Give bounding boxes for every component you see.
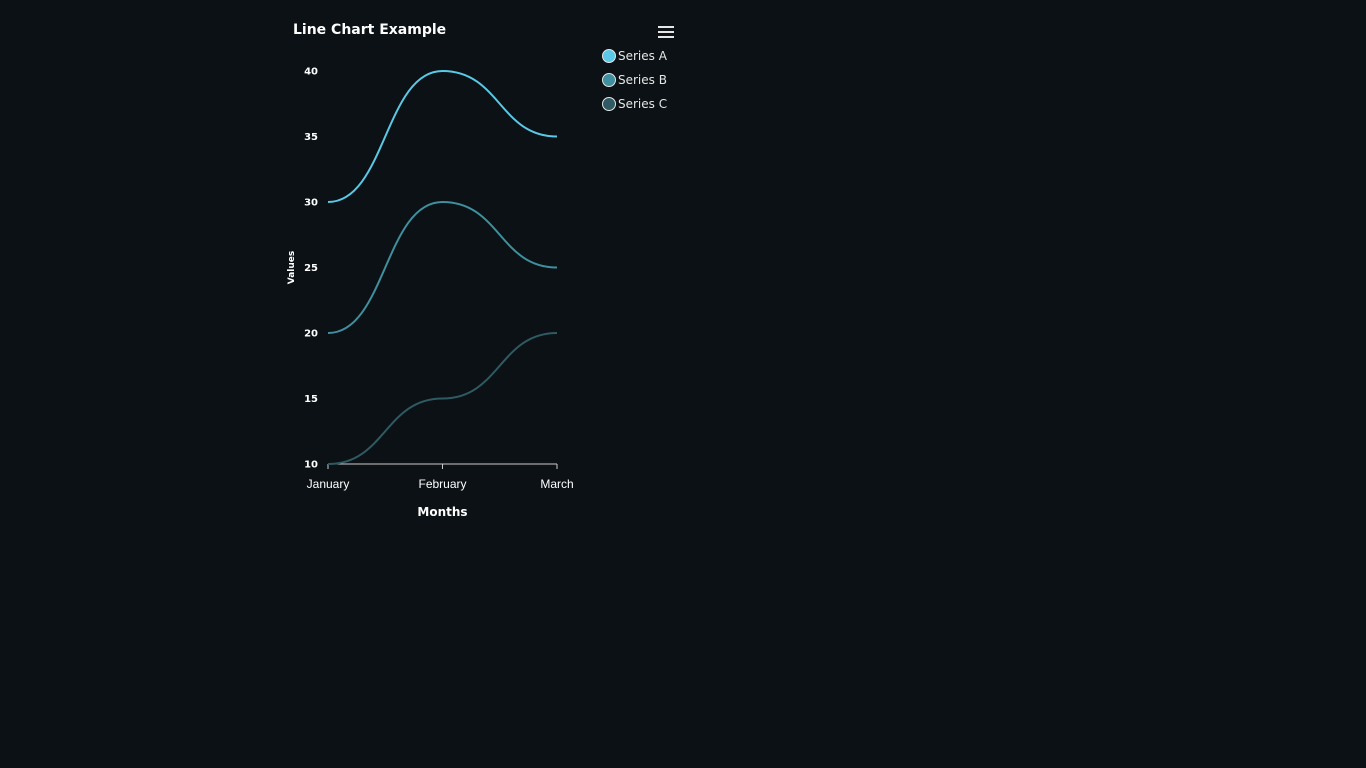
- y-tick-label: 10: [304, 460, 318, 471]
- y-tick-label: 35: [304, 132, 318, 143]
- x-tick-label: February: [418, 477, 466, 491]
- y-tick-label: 25: [304, 263, 318, 274]
- legend-label-series-c: Series C: [618, 97, 668, 111]
- series-line-series-a[interactable]: [327, 69, 558, 203]
- y-tick-label: 40: [304, 67, 318, 78]
- legend-item-series-a[interactable]: Series A: [602, 44, 667, 68]
- x-axis-title: Months: [417, 505, 467, 519]
- series-line-series-c[interactable]: [327, 332, 558, 465]
- y-axis: 10 15 20 25 30 35 40: [304, 67, 318, 471]
- legend-label-series-a: Series A: [618, 49, 667, 63]
- chart-title: Line Chart Example: [293, 22, 447, 38]
- legend-label-series-b: Series B: [618, 73, 667, 87]
- y-axis-title: Values: [287, 251, 297, 285]
- legend-swatch-series-b: [602, 73, 616, 87]
- legend-swatch-series-a: [602, 49, 616, 63]
- x-axis: January February March: [307, 463, 574, 491]
- legend-item-series-c[interactable]: Series C: [602, 92, 667, 116]
- y-tick-label: 20: [304, 329, 318, 340]
- legend: Series A Series B Series C: [602, 44, 667, 116]
- hamburger-menu-icon[interactable]: [656, 24, 676, 40]
- legend-swatch-series-c: [602, 97, 616, 111]
- y-tick-label: 15: [304, 394, 318, 405]
- series-line-series-b[interactable]: [327, 200, 558, 334]
- legend-item-series-b[interactable]: Series B: [602, 68, 667, 92]
- x-tick-label: January: [307, 477, 350, 491]
- series-lines: [327, 69, 558, 465]
- y-tick-label: 30: [304, 198, 318, 209]
- x-tick-label: March: [540, 477, 573, 491]
